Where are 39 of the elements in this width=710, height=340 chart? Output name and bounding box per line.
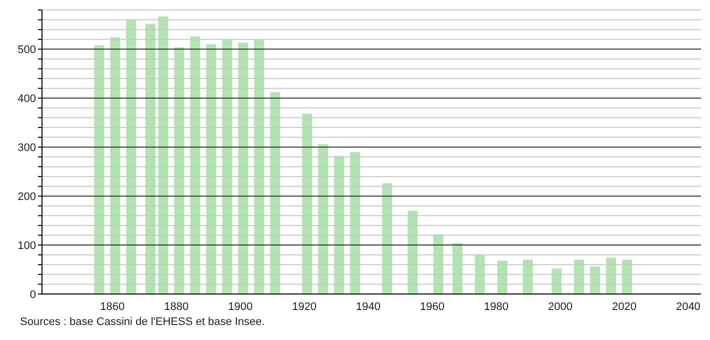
x-tick-label: 1940 [356,300,381,313]
bar [126,20,136,294]
bar [318,144,328,294]
bar [238,42,248,294]
bar [497,260,508,294]
bar [145,24,156,294]
bar [552,268,562,294]
bar [574,260,584,294]
bar [270,92,280,294]
bar [254,40,264,294]
bar [158,16,168,294]
bar [110,37,120,294]
bar [302,114,312,294]
bar [606,258,616,294]
x-tick-label: 1880 [164,300,189,313]
bar [206,44,216,294]
x-tick-label: 1920 [292,300,317,313]
bar [350,152,360,294]
bar [590,266,600,294]
bar [622,260,632,294]
y-tick-label: 300 [18,142,36,154]
bar [94,45,104,294]
bar [222,40,232,294]
x-tick-label: 1980 [484,300,509,313]
x-tick-label: 1900 [228,300,253,313]
x-tick-label: 2000 [548,300,572,313]
y-tick-label: 200 [18,190,36,203]
bar [522,260,533,294]
y-tick-label: 0 [30,288,36,301]
y-tick-label: 500 [18,44,36,56]
x-tick-label: 2040 [676,300,700,313]
bar [190,36,200,294]
bar [174,47,184,294]
source-note: Sources : base Cassini de l'EHESS et base Insee. [20,316,266,328]
y-tick-label: 400 [18,93,36,106]
x-tick-label: 1860 [100,300,125,313]
x-tick-label: 2020 [612,300,636,313]
x-tick-label: 1960 [420,300,445,313]
y-tick-label: 100 [18,240,36,252]
